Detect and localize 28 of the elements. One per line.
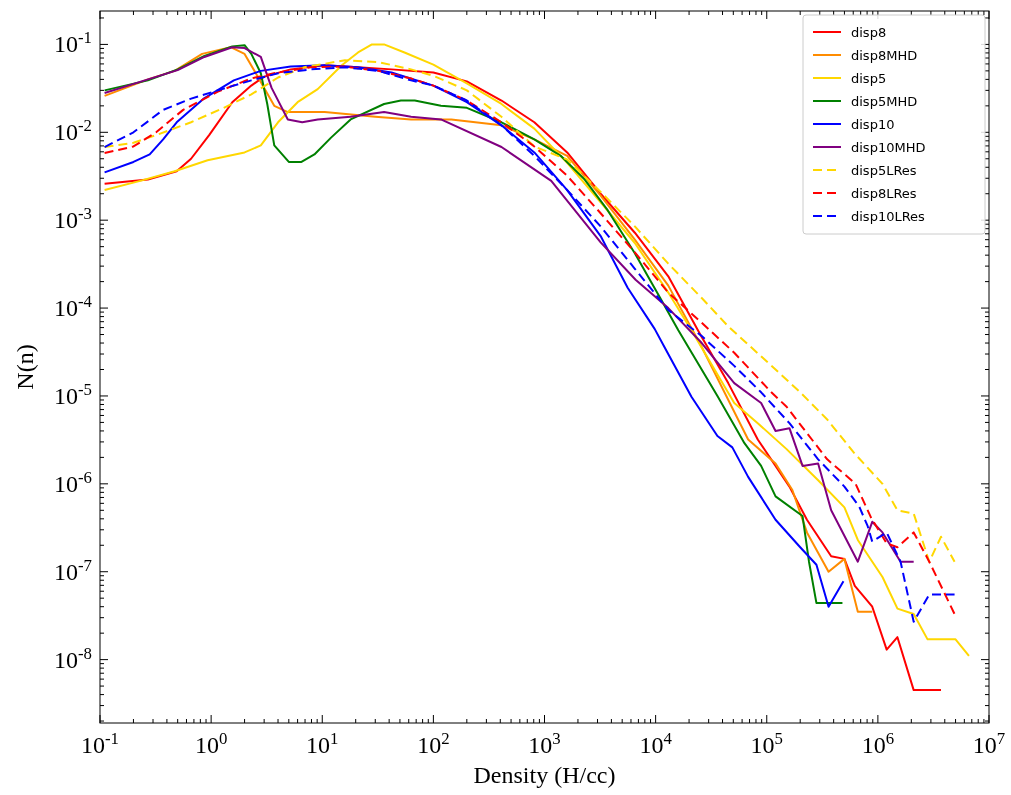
- y-tick-label: 10$^{-5}$: [54, 379, 92, 409]
- x-tick-label: 10$^{-1}$: [81, 728, 119, 758]
- x-tick-label: 10$^{2}$: [417, 728, 450, 758]
- legend-label: disp8MHD: [851, 48, 918, 63]
- legend-label: disp8: [851, 25, 887, 40]
- x-axis-title: Density (H/cc): [473, 762, 616, 788]
- legend-label: disp5: [851, 71, 887, 86]
- legend-label: disp10MHD: [851, 140, 926, 155]
- x-tick-label: 10$^{0}$: [194, 728, 228, 758]
- y-tick-label: 10$^{-1}$: [54, 27, 92, 58]
- legend-label: disp5LRes: [851, 163, 917, 178]
- x-tick-label: 10$^{7}$: [972, 728, 1006, 758]
- legend-label: disp8LRes: [851, 186, 917, 201]
- y-tick-label: 10$^{-4}$: [54, 291, 93, 322]
- y-tick-label: 10$^{-8}$: [54, 643, 92, 673]
- y-tick-label: 10$^{-2}$: [54, 115, 92, 146]
- legend-label: disp10: [851, 117, 895, 132]
- y-tick-label: 10$^{-7}$: [54, 555, 92, 585]
- y-tick-label: 10$^{-3}$: [54, 203, 92, 234]
- x-tick-label: 10$^{5}$: [750, 728, 783, 758]
- legend-label: disp10LRes: [851, 209, 926, 224]
- x-tick-label: 10$^{3}$: [528, 728, 561, 758]
- y-tick-label: 10$^{-6}$: [54, 467, 92, 497]
- x-tick-label: 10$^{1}$: [306, 728, 339, 758]
- x-tick-label: 10$^{6}$: [861, 728, 895, 758]
- y-axis-title: N(n): [12, 344, 38, 390]
- legend-label: disp5MHD: [851, 94, 918, 109]
- x-tick-label: 10$^{4}$: [639, 728, 673, 758]
